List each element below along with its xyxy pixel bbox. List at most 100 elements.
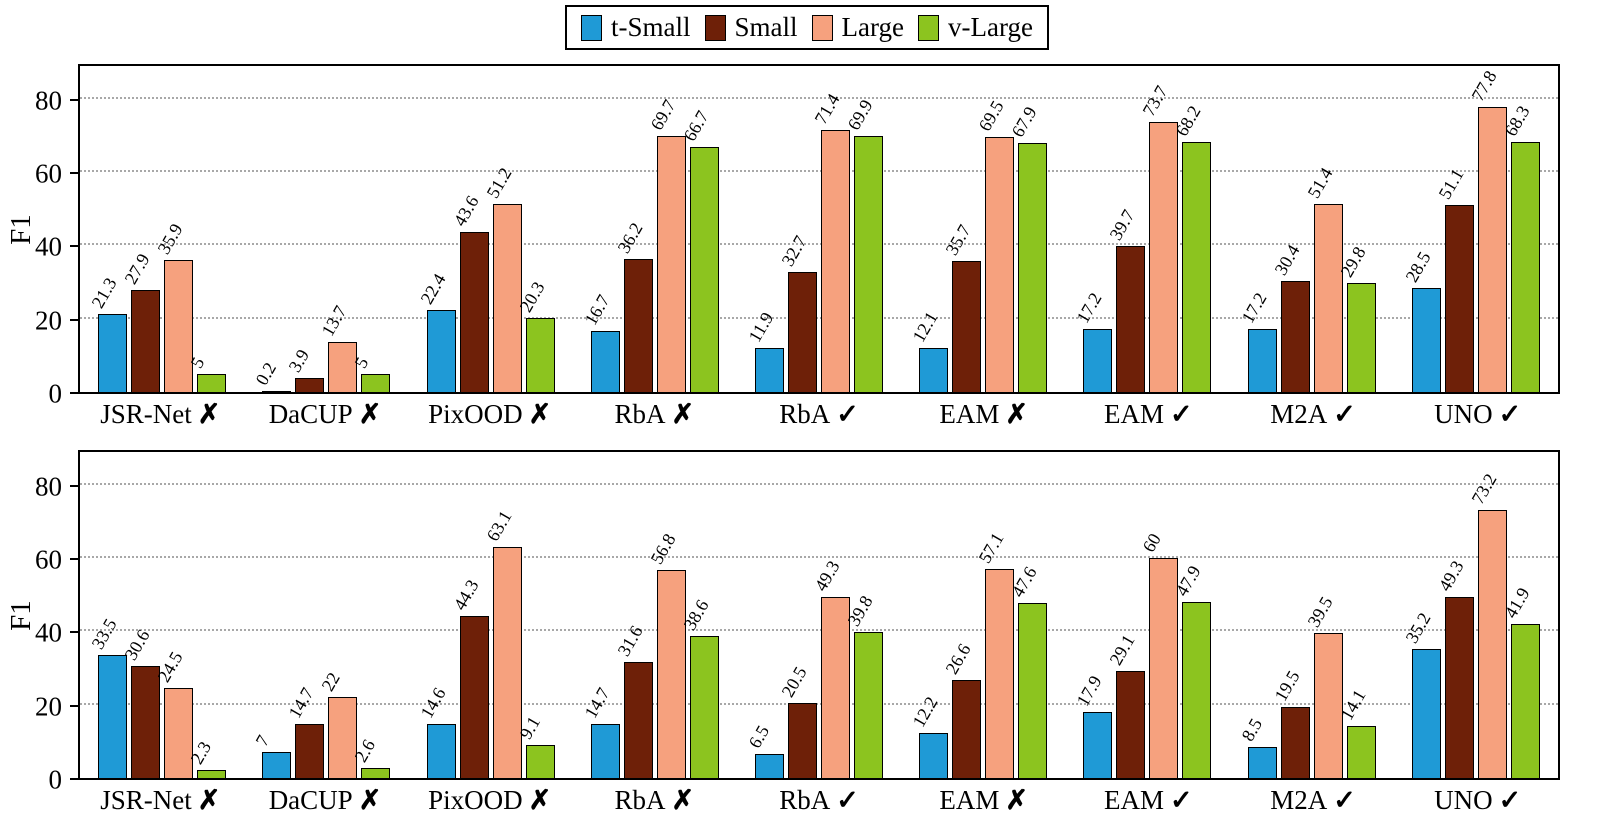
category-name: RbA [779, 399, 831, 429]
bar-t-small: 16.7 [580, 291, 620, 392]
bar-value-label: 19.5 [1270, 666, 1304, 704]
bar-t-small: 33.5 [88, 615, 128, 778]
legend: t-Small Small Large v-Large [565, 5, 1049, 50]
bar-t-small: 0.2 [252, 359, 292, 392]
bar-group: 28.5 51.1 77.8 68.3 [1394, 66, 1558, 392]
bar-small: 20.5 [778, 663, 817, 778]
gridline [80, 556, 1558, 558]
bar-group: 21.3 27.9 35.9 5 [80, 66, 244, 392]
bar-t-small: 7 [252, 732, 292, 778]
category-name: UNO [1434, 785, 1493, 815]
bar-value-label: 39.5 [1303, 593, 1337, 631]
bar-t-small: 14.6 [416, 685, 456, 778]
bar-value-label: 51.1 [1434, 164, 1468, 203]
bar-value-label: 14.6 [416, 684, 450, 722]
bar-large: 22 [318, 669, 358, 778]
bar-value-label: 13.7 [317, 302, 351, 340]
bar-groups: 21.3 27.9 35.9 5 0.2 3.9 13.7 5 22.4 43.6 51.2 20.3… [80, 66, 1558, 392]
y-tick-mark [70, 778, 79, 780]
y-tick-mark [70, 704, 79, 707]
bar-v-large: 47.9 [1172, 563, 1212, 778]
bar-large: 51.4 [1303, 164, 1343, 392]
bar-t-small: 8.5 [1237, 715, 1277, 778]
y-tick-label: 20 [35, 305, 62, 336]
bar-group: 33.5 30.6 24.5 2.3 [80, 452, 244, 778]
bar-group: 14.6 44.3 63.1 9.1 [408, 452, 572, 778]
bar-value-label: 39.7 [1105, 206, 1140, 244]
bar-large: 63.1 [482, 507, 522, 778]
category-name: M2A [1270, 785, 1328, 815]
bar-t-small: 22.4 [416, 270, 456, 392]
bar-v-large: 41.9 [1500, 585, 1540, 778]
bar-t-small: 17.2 [1237, 289, 1277, 392]
bar-t-small: 11.9 [745, 309, 784, 392]
bar-value-label: 68.2 [1171, 102, 1206, 140]
y-tick-label: 60 [35, 544, 62, 575]
y-tick-mark [70, 98, 79, 101]
bar-v-large: 20.3 [515, 278, 555, 392]
legend-item-v-large: v-Large [918, 12, 1033, 43]
bar-group: 17.2 30.4 51.4 29.8 [1230, 66, 1394, 392]
bar-large: 73.7 [1139, 82, 1179, 392]
bar-value-label: 67.9 [1007, 103, 1041, 141]
bar-large: 69.5 [975, 97, 1015, 392]
gridline [80, 96, 1558, 99]
bar-large: 60 [1139, 530, 1179, 778]
bar-value-label: 36.2 [613, 219, 647, 257]
y-tick-label: 0 [48, 764, 63, 795]
bar-value-label: 14.7 [580, 684, 614, 722]
bar-large: 39.5 [1303, 593, 1343, 778]
y-tick-mark [70, 631, 79, 634]
plot-area: 21.3 27.9 35.9 5 0.2 3.9 13.7 5 22.4 43.6 51.2 20.3… [78, 64, 1560, 394]
cross-icon: ✗ [528, 399, 552, 429]
legend-item-large: Large [811, 12, 904, 43]
bar-v-large: 29.8 [1336, 243, 1376, 392]
cross-icon: ✗ [671, 785, 695, 815]
bar-value-label: 73.2 [1467, 469, 1501, 508]
y-axis: 0 20 40 60 80 [0, 64, 79, 407]
y-tick-label: 80 [35, 471, 62, 502]
category-name: PixOOD [428, 785, 523, 815]
bar-value-label: 11.9 [744, 309, 778, 346]
bar-v-large: 47.6 [1008, 564, 1048, 778]
y-tick-mark [70, 558, 79, 560]
gridline [80, 170, 1558, 172]
bar-v-large: 67.9 [1008, 103, 1048, 392]
bar-large: 77.8 [1467, 67, 1507, 392]
x-category-label: RbA ✓ [737, 399, 902, 436]
bar-large: 49.3 [811, 557, 850, 778]
cross-icon: ✗ [671, 399, 695, 429]
cross-icon: ✗ [358, 399, 382, 429]
legend-swatch-icon [811, 14, 833, 41]
bar-value-label: 77.8 [1467, 66, 1501, 105]
category-name: JSR-Net [100, 785, 192, 815]
bar-value-label: 63.1 [482, 506, 516, 545]
x-category-label: PixOOD ✗ [407, 785, 572, 822]
bar-small: 19.5 [1270, 667, 1310, 778]
bar-value-label: 49.3 [810, 557, 844, 595]
gridline [80, 316, 1558, 319]
bar-v-large: 2.6 [351, 736, 391, 778]
bar-group: 8.5 19.5 39.5 14.1 [1230, 452, 1394, 778]
check-icon: ✓ [836, 399, 859, 429]
gridline [80, 243, 1558, 246]
bar-groups: 33.5 30.6 24.5 2.3 7 14.7 22 2.6 14.6 44.3 63.1 9.1… [80, 452, 1558, 778]
bar-group: 6.5 20.5 49.3 39.8 [737, 452, 901, 778]
bar-group: 12.2 26.6 57.1 47.6 [901, 452, 1065, 778]
bar-value-label: 17.2 [1237, 289, 1271, 327]
bar-v-large: 68.3 [1500, 102, 1540, 392]
legend-item-label: Large [841, 12, 904, 42]
bar-value-label: 57.1 [974, 528, 1008, 567]
bar-small: 30.6 [121, 626, 161, 778]
y-tick-label: 20 [35, 691, 62, 722]
bar-chart-top: F1 0 20 40 60 80 21.3 27.9 35.9 5 0.2 3.9 13.7 5 22.4 4… [5, 64, 1560, 436]
bar-value-label: 12.1 [908, 307, 942, 346]
bar-small: 44.3 [449, 576, 489, 778]
x-category-label: RbA ✗ [572, 399, 737, 436]
bar-t-small: 21.3 [88, 274, 128, 392]
bar-large: 35.9 [154, 221, 194, 392]
bar-value-label: 33.5 [87, 615, 121, 653]
bar-value-label: 21.3 [87, 274, 121, 312]
x-category-label: UNO ✓ [1395, 785, 1560, 822]
bar-t-small: 17.9 [1073, 673, 1113, 778]
